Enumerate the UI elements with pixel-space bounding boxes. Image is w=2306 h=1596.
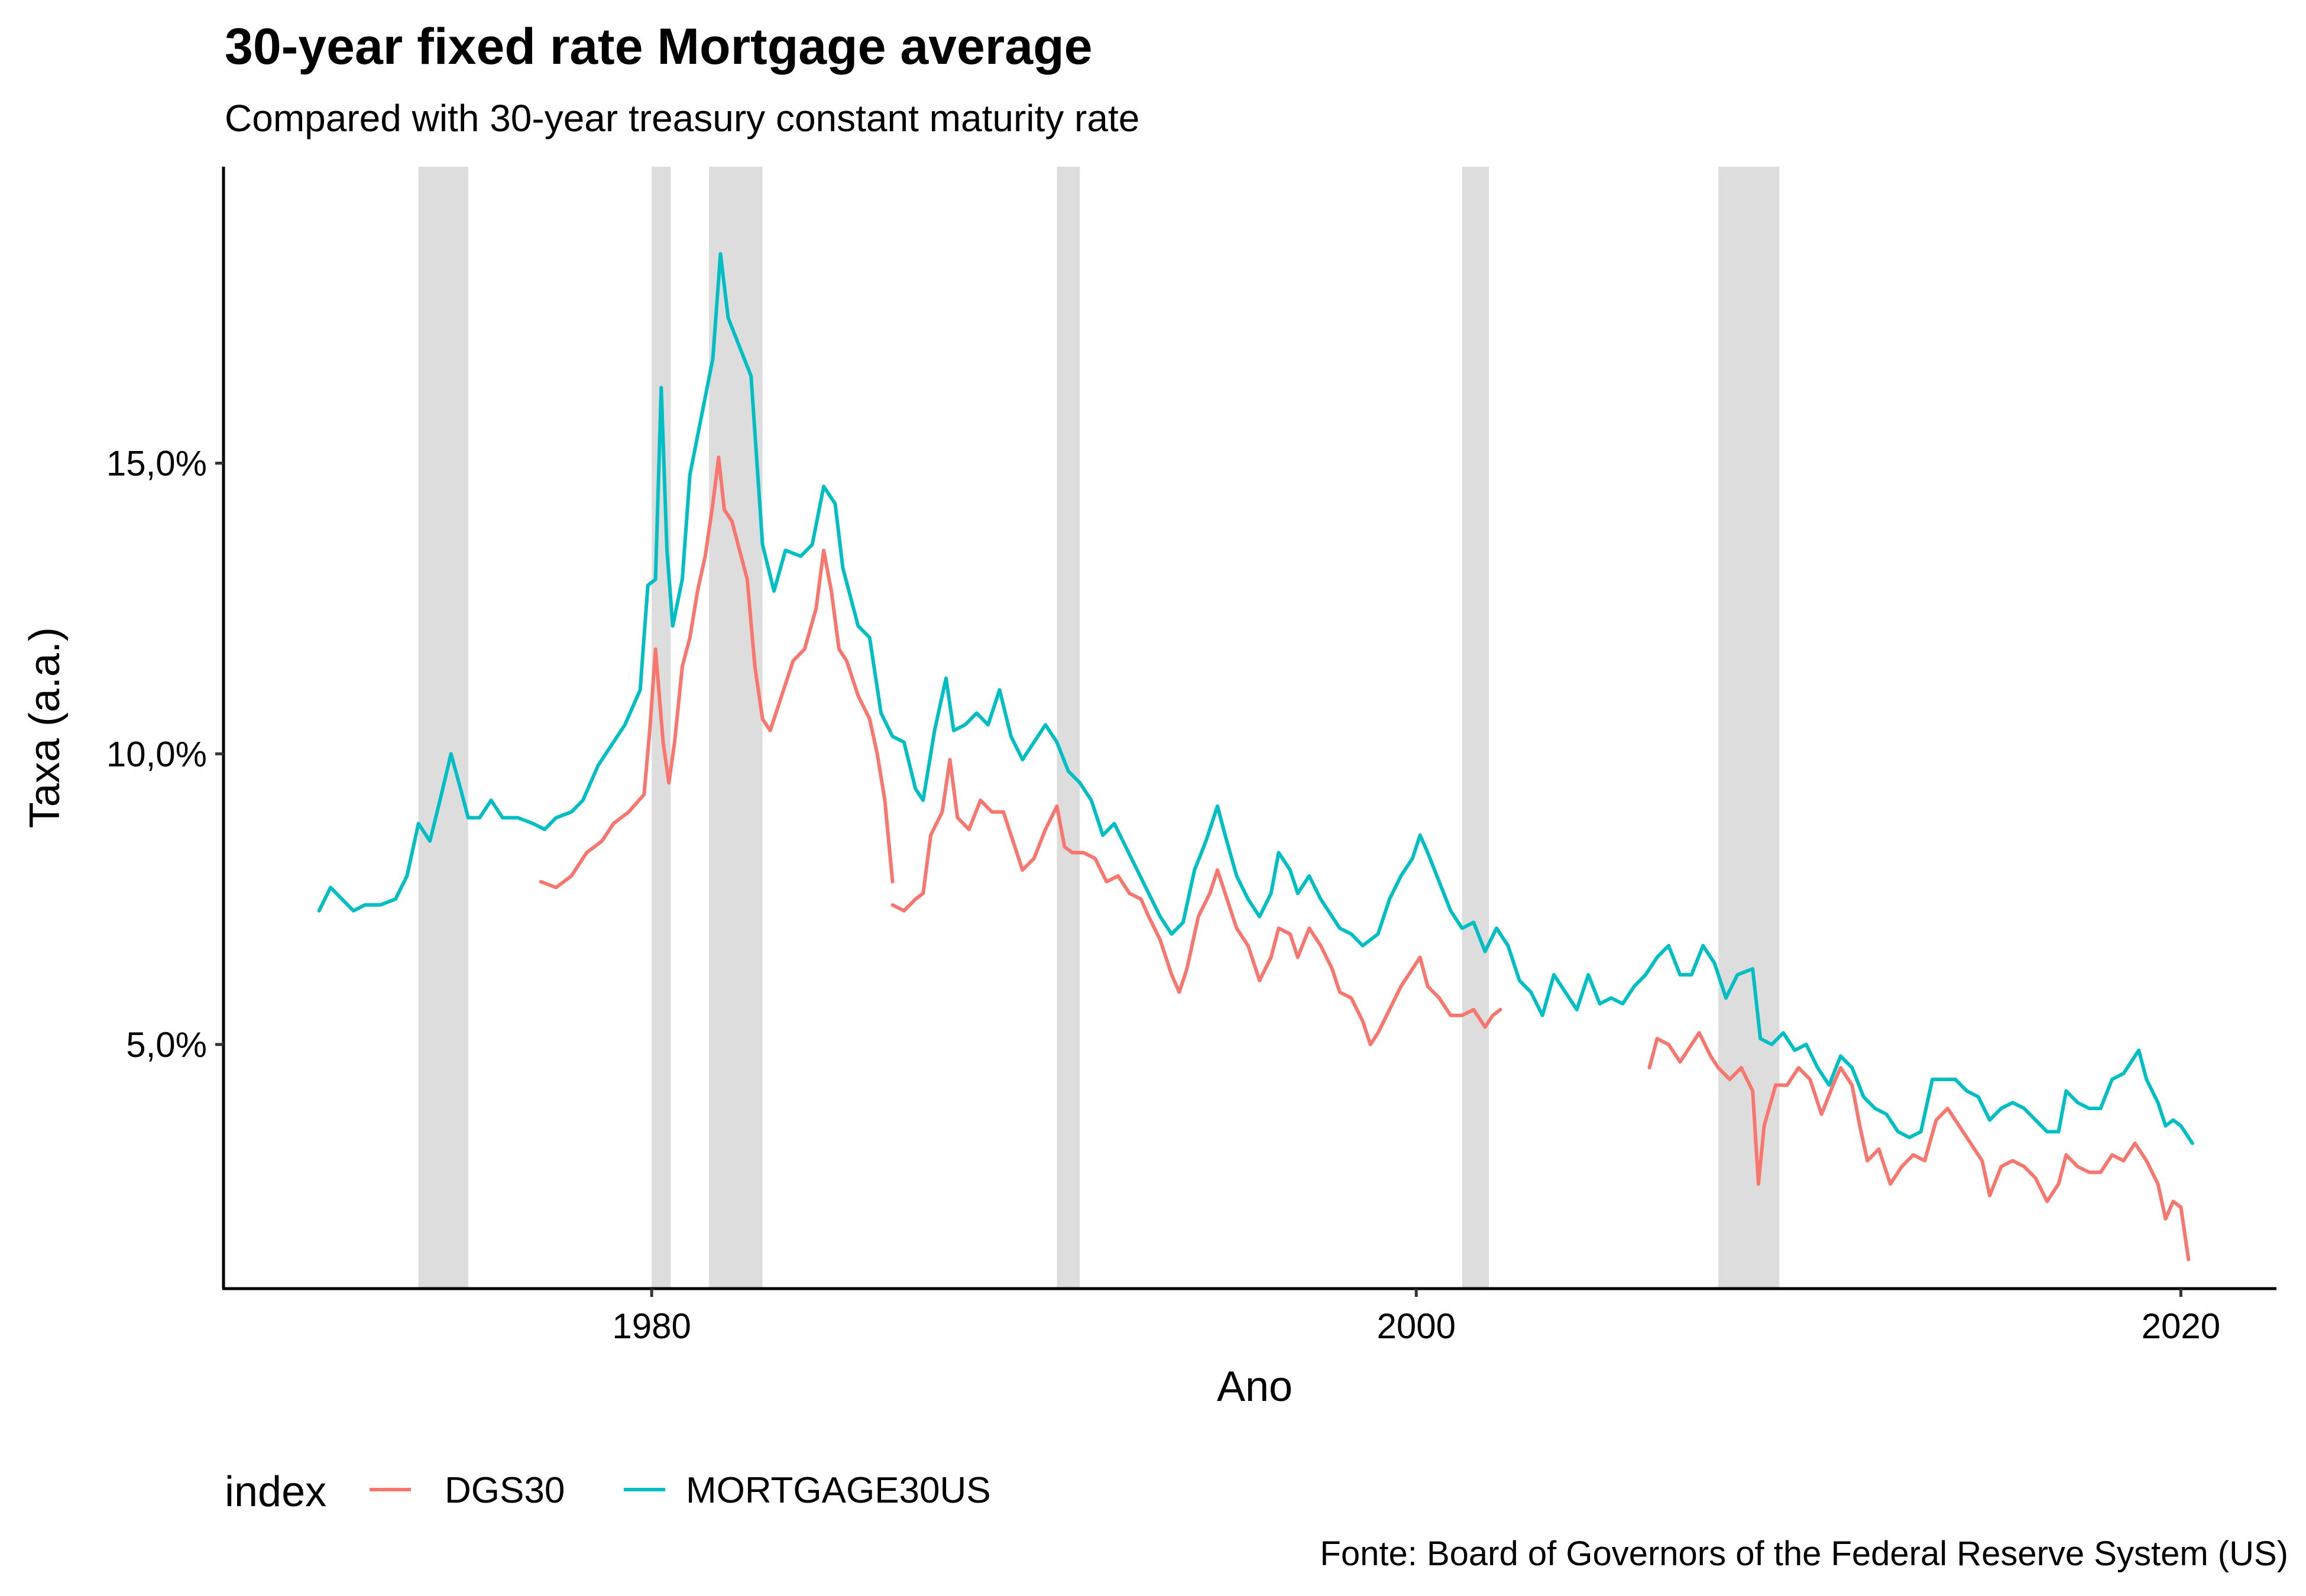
series-mortgage30us — [317, 252, 2194, 1146]
series-line-dgs30 — [539, 455, 895, 890]
recession-band — [1718, 167, 1780, 1289]
x-tick-label: 2020 — [2142, 1306, 2220, 1346]
y-tick-label: 10,0% — [106, 734, 207, 774]
legend: index DGS30 MORTGAGE30US — [225, 1468, 991, 1516]
y-tick-label: 15,0% — [106, 444, 207, 484]
chart-caption: Fonte: Board of Governors of the Federal… — [1320, 1535, 2288, 1573]
x-axis-title: Ano — [1217, 1363, 1293, 1410]
x-tick-label: 1980 — [612, 1306, 691, 1346]
y-axis-ticks: 5,0% 10,0% 15,0% — [106, 444, 224, 1065]
recession-band — [709, 167, 763, 1289]
recession-band — [1057, 167, 1080, 1289]
chart-title: 30-year fixed rate Mortgage average — [225, 18, 1092, 75]
series-lines — [317, 252, 2194, 1261]
series-line-dgs30 — [1647, 1031, 2191, 1261]
recession-bands — [418, 167, 1780, 1289]
legend-label-mortgage30us: MORTGAGE30US — [686, 1470, 991, 1511]
legend-title: index — [225, 1468, 326, 1516]
series-line-dgs30 — [890, 758, 1502, 1046]
recession-band — [1462, 167, 1489, 1289]
y-tick-label: 5,0% — [126, 1025, 207, 1065]
legend-label-dgs30: DGS30 — [445, 1470, 565, 1511]
x-tick-label: 2000 — [1377, 1306, 1456, 1346]
series-dgs30 — [539, 455, 2191, 1261]
chart-subtitle: Compared with 30-year treasury constant … — [225, 97, 1139, 140]
y-axis-title: Taxa (a.a.) — [21, 627, 69, 828]
recession-band — [418, 167, 468, 1289]
series-line-mortgage30us — [317, 252, 2194, 1146]
x-axis-ticks: 1980 2000 2020 — [612, 1289, 2220, 1346]
